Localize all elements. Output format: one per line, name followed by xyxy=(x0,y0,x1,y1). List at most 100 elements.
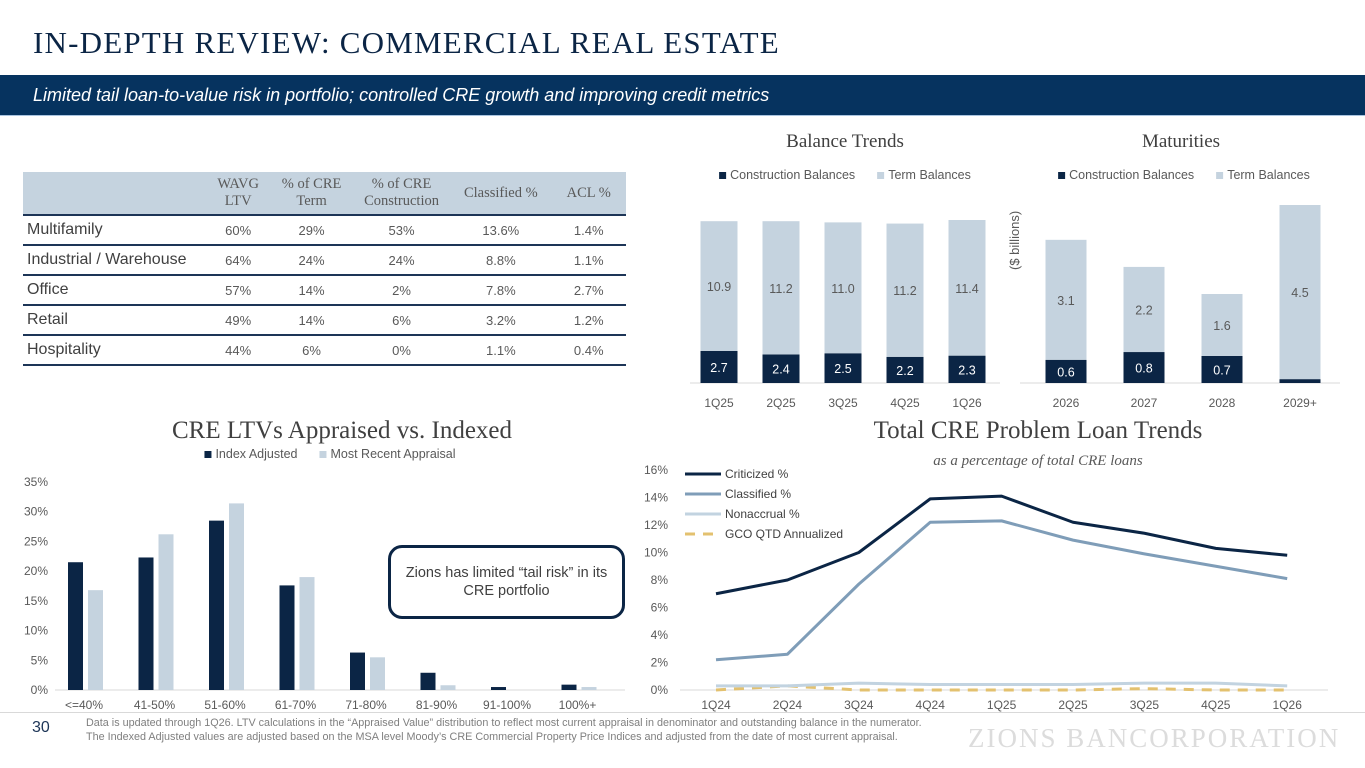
y-tick-label: 35% xyxy=(24,475,48,489)
bar-construction-balances xyxy=(1201,355,1243,383)
table-row: Office 57% 14% 2% 7.8% 2.7% xyxy=(23,275,626,306)
data-label: 2.2 xyxy=(1135,303,1152,317)
table-header-cre-term: % of CRE Term xyxy=(270,172,353,216)
legend-label: GCO QTD Annualized xyxy=(725,527,843,541)
legend-swatch xyxy=(1216,171,1224,179)
x-tick-label: 100%+ xyxy=(559,698,597,712)
y-tick-label: 0% xyxy=(651,683,669,697)
y-tick-label: 8% xyxy=(651,573,669,587)
legend-label: Criticized % xyxy=(725,467,789,481)
bar-term-balances xyxy=(762,221,800,355)
legend-label: Term Balances xyxy=(1227,168,1310,182)
row-name: Office xyxy=(23,275,207,306)
x-tick-label: 1Q26 xyxy=(952,396,982,410)
x-tick-label: 2Q25 xyxy=(1058,698,1088,712)
x-tick-label: 3Q24 xyxy=(844,698,874,712)
table-cell: 14% xyxy=(270,275,353,306)
table-cell: 1.2% xyxy=(551,305,626,336)
x-tick-label: 2Q25 xyxy=(766,396,796,410)
bar-most-recent-appraisal xyxy=(229,503,244,690)
bar-term-balances xyxy=(1123,266,1165,353)
balance-trends-legend: Construction Balances Term Balances xyxy=(719,168,971,182)
data-label: 10.9 xyxy=(707,280,731,294)
bar-construction-balances xyxy=(886,356,924,383)
header-line: % of CRE xyxy=(281,176,342,192)
x-tick-label: 81-90% xyxy=(416,698,458,712)
table-cell: 57% xyxy=(206,275,271,306)
bar-index-adjusted xyxy=(209,520,224,690)
legend-swatch xyxy=(719,171,727,179)
x-tick-label: 41-50% xyxy=(134,698,176,712)
table-cell: 7.8% xyxy=(450,275,552,306)
legend-item-most-recent-appraisal: Most Recent Appraisal xyxy=(319,447,456,461)
bar-index-adjusted xyxy=(350,652,365,690)
table-cell: 3.2% xyxy=(450,305,552,336)
table-row: Retail 49% 14% 6% 3.2% 1.2% xyxy=(23,305,626,336)
y-tick-label: 16% xyxy=(644,463,668,477)
data-label: 2.5 xyxy=(834,362,851,376)
bar-most-recent-appraisal xyxy=(299,577,315,690)
row-name: Multifamily xyxy=(23,215,207,246)
zions-logo: ZIONS BANCORPORATION xyxy=(968,723,1341,753)
balance-trends-title: Balance Trends xyxy=(786,131,904,152)
x-tick-label: 2Q24 xyxy=(773,698,803,712)
table-cell: 0.4% xyxy=(551,335,626,366)
legend-label: Index Adjusted xyxy=(215,447,298,461)
legend-swatch xyxy=(204,450,212,458)
legend-item-construction: Construction Balances xyxy=(719,168,855,182)
table-cell: 8.8% xyxy=(450,245,552,276)
bar-term-balances xyxy=(824,222,862,354)
maturities-chart: 0.63.120260.82.220270.71.620280.14.52029… xyxy=(1020,205,1340,410)
legend-label: Construction Balances xyxy=(1069,168,1195,182)
header-line: Construction xyxy=(364,193,439,209)
x-tick-label: 2029+ xyxy=(1283,396,1317,410)
legend-label: Term Balances xyxy=(888,168,971,182)
table-cell: 1.4% xyxy=(551,215,626,246)
legend-label: Classified % xyxy=(725,487,791,501)
y-tick-label: 15% xyxy=(24,594,48,608)
table-header-blank xyxy=(23,172,207,216)
bar-most-recent-appraisal xyxy=(158,534,174,690)
x-tick-label: 4Q25 xyxy=(1201,698,1231,712)
y-tick-label: 10% xyxy=(644,546,668,560)
bar-index-adjusted xyxy=(420,672,436,690)
table-cell: 6% xyxy=(270,335,353,366)
bar-index-adjusted xyxy=(279,585,295,690)
bar-index-adjusted xyxy=(68,562,83,690)
table-cell: 0% xyxy=(352,335,451,366)
y-tick-label: 4% xyxy=(651,628,669,642)
bar-most-recent-appraisal xyxy=(370,657,385,690)
table-cell: 24% xyxy=(352,245,451,276)
bar-construction-balances xyxy=(1045,359,1087,383)
legend-swatch xyxy=(1058,171,1066,179)
header-line: % of CRE xyxy=(371,176,432,192)
y-tick-label: 0% xyxy=(31,683,49,697)
series-line-nonaccrual- xyxy=(716,681,1288,688)
legend-label: Nonaccrual % xyxy=(725,507,800,521)
x-tick-label: 2027 xyxy=(1131,396,1158,410)
y-tick-label: 12% xyxy=(644,518,668,532)
bar-term-balances xyxy=(1201,294,1243,356)
row-name: Industrial / Warehouse xyxy=(23,245,207,276)
data-label: 4.5 xyxy=(1291,286,1308,300)
data-label: 2.4 xyxy=(772,363,789,377)
legend-item-index-adjusted: Index Adjusted xyxy=(204,447,297,461)
legend-swatch xyxy=(319,450,327,458)
legend-swatch xyxy=(877,171,885,179)
y-tick-label: 20% xyxy=(24,564,48,578)
table-cell: 53% xyxy=(352,215,451,246)
legend-label: Construction Balances xyxy=(730,168,856,182)
bar-term-balances xyxy=(948,220,986,356)
table-cell: 49% xyxy=(206,305,271,336)
y-tick-label: 25% xyxy=(24,534,48,548)
table-cell: 60% xyxy=(206,215,271,246)
bar-construction-balances xyxy=(824,353,862,383)
footer-divider xyxy=(0,712,1365,713)
table-cell: 1.1% xyxy=(551,245,626,276)
x-tick-label: 71-80% xyxy=(345,698,387,712)
page-title: IN-DEPTH REVIEW: COMMERCIAL REAL ESTATE xyxy=(33,25,780,60)
bar-index-adjusted xyxy=(561,684,577,690)
footnote: Data is updated through 1Q26. LTV calcul… xyxy=(86,717,922,743)
table-header-classified: Classified % xyxy=(450,172,552,216)
header-line: LTV xyxy=(224,193,252,209)
